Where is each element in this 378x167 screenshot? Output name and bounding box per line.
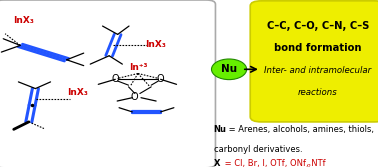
- Text: O: O: [112, 74, 119, 84]
- Text: Inter- and intramolecular: Inter- and intramolecular: [264, 66, 372, 75]
- Text: carbonyl derivatives.: carbonyl derivatives.: [214, 145, 302, 154]
- Text: X: X: [214, 159, 220, 167]
- Text: O: O: [157, 74, 164, 84]
- Text: C–C, C–O, C–N, C–S: C–C, C–O, C–N, C–S: [267, 21, 369, 31]
- Text: InX₃: InX₃: [146, 40, 166, 49]
- Text: = Cl, Br, I, OTf, ONf, NTf: = Cl, Br, I, OTf, ONf, NTf: [222, 159, 325, 167]
- Text: 2: 2: [307, 164, 311, 167]
- Text: In⁺³: In⁺³: [129, 63, 147, 72]
- FancyBboxPatch shape: [0, 0, 215, 167]
- Ellipse shape: [211, 59, 246, 80]
- Text: O: O: [130, 92, 138, 102]
- Text: Nu: Nu: [214, 125, 226, 134]
- Text: reactions: reactions: [298, 88, 338, 97]
- Text: Nu: Nu: [221, 64, 237, 74]
- Text: = Arenes, alcohols, amines, thiols,: = Arenes, alcohols, amines, thiols,: [226, 125, 374, 134]
- FancyBboxPatch shape: [250, 1, 378, 122]
- Text: InX₃: InX₃: [67, 88, 88, 97]
- Text: InX₃: InX₃: [13, 16, 34, 25]
- Text: bond formation: bond formation: [274, 43, 362, 53]
